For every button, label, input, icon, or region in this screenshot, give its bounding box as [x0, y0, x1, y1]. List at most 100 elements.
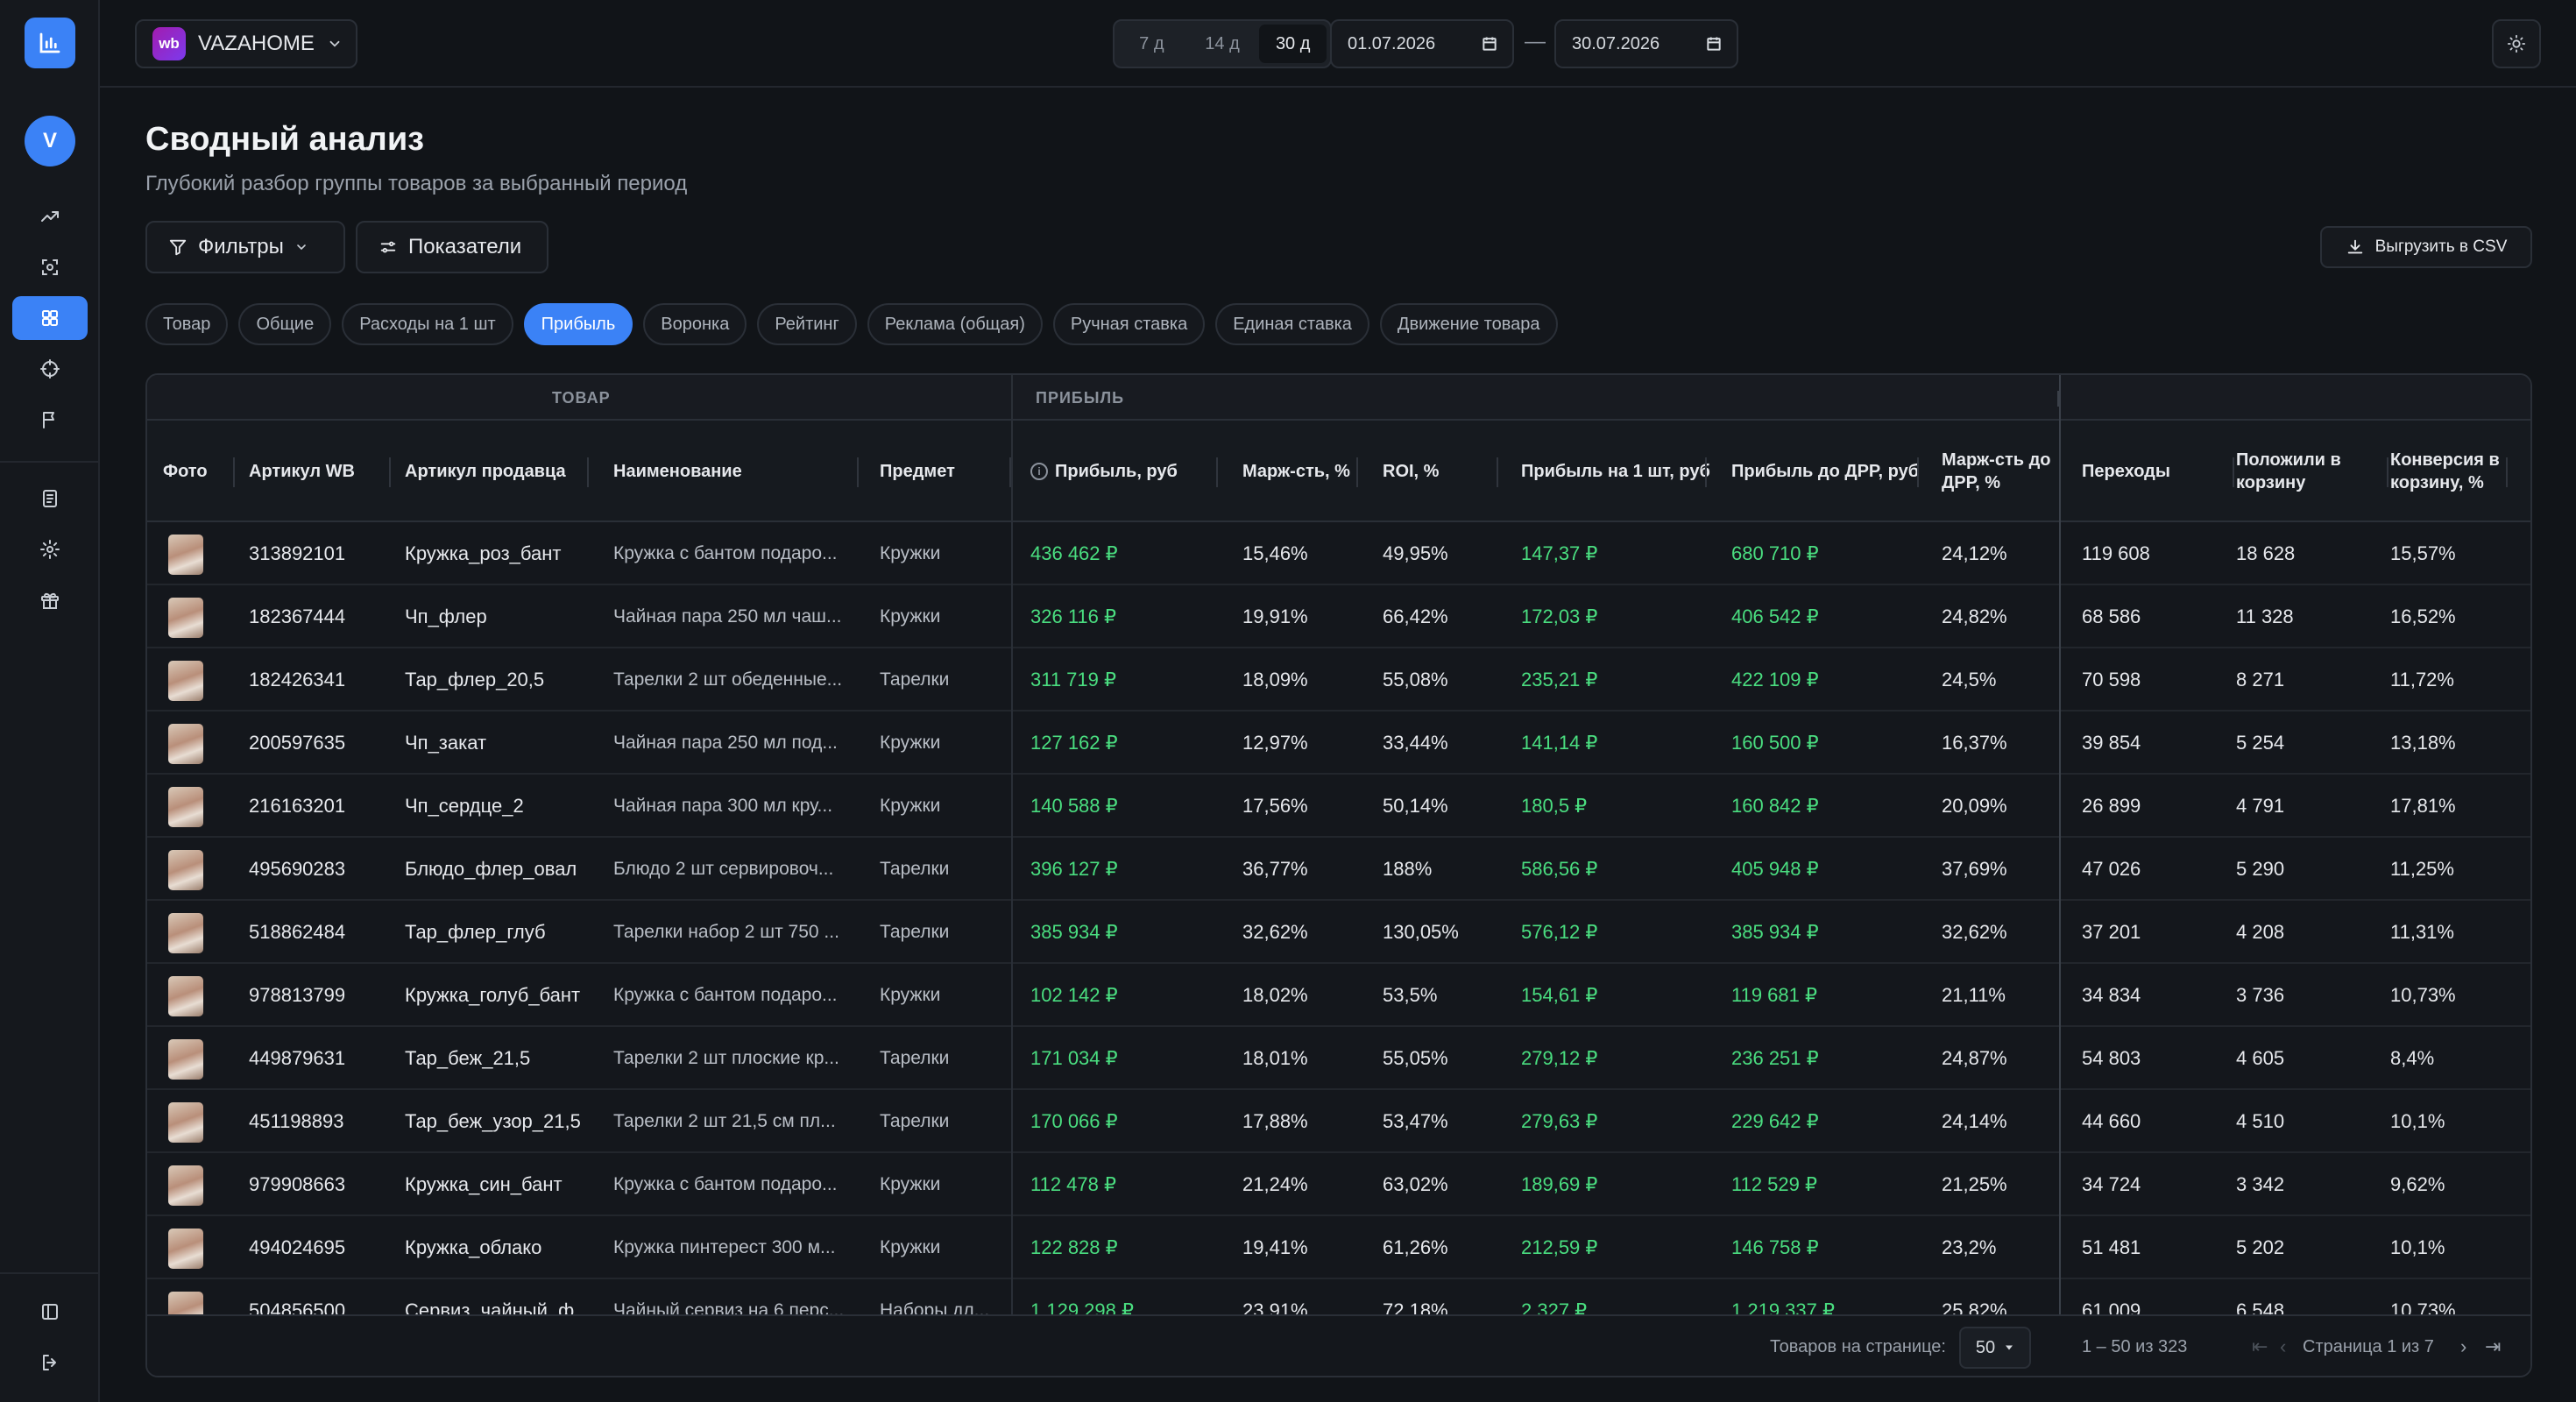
- tab-6[interactable]: Реклама (общая): [867, 303, 1043, 345]
- export-csv-button[interactable]: Выгрузить в CSV: [2320, 226, 2532, 268]
- column-header-margin[interactable]: Марж-сть, %: [1242, 462, 1350, 481]
- tab-2[interactable]: Расходы на 1 шт: [342, 303, 513, 345]
- page-indicator: Страница 1 из 7: [2303, 1337, 2434, 1356]
- tab-0[interactable]: Товар: [145, 303, 229, 345]
- table-row[interactable]: 978813799 Кружка_голуб_бант Кружка с банто…: [147, 964, 2530, 1027]
- last-page-icon[interactable]: ⇥: [2485, 1335, 2502, 1357]
- table-row[interactable]: 451198893 Тар_беж_узор_21,5 Тарелки 2 шт 2…: [147, 1090, 2530, 1153]
- cell-profit-pre: 229 642 ₽: [1731, 1110, 1819, 1132]
- column-divider[interactable]: [1009, 457, 1011, 487]
- cell-profit-unit: 141,14 ₽: [1521, 732, 1598, 754]
- user-avatar[interactable]: V: [25, 116, 75, 166]
- next-page-icon[interactable]: ›: [2460, 1335, 2467, 1357]
- product-photo[interactable]: [168, 913, 203, 953]
- column-header-profit[interactable]: i Прибыль, руб: [1030, 421, 1223, 522]
- column-divider[interactable]: [1497, 457, 1498, 487]
- sidebar-item-summary[interactable]: [12, 296, 88, 340]
- per-page-select[interactable]: 50: [1959, 1327, 2031, 1369]
- sidebar-item-scan[interactable]: [12, 245, 88, 289]
- sidebar-item-logout[interactable]: [12, 1341, 88, 1384]
- date-to-input[interactable]: 30.07.2026: [1554, 19, 1738, 68]
- column-divider[interactable]: [2387, 457, 2388, 487]
- store-selector[interactable]: wb VAZAHOME: [135, 19, 357, 68]
- column-header-visits[interactable]: Переходы: [2082, 462, 2170, 481]
- column-divider[interactable]: [389, 457, 391, 487]
- table-row[interactable]: 182367444 Чп_флер Чайная пара 250 мл чаш..…: [147, 585, 2530, 648]
- column-header-photo[interactable]: Фото: [163, 462, 208, 481]
- cell-margin: 19,41%: [1242, 1236, 1308, 1258]
- column-header-name[interactable]: Наименование: [613, 462, 742, 481]
- product-photo[interactable]: [168, 535, 203, 575]
- date-from-input[interactable]: 01.07.2026: [1330, 19, 1514, 68]
- tab-8[interactable]: Единая ставка: [1215, 303, 1369, 345]
- cell-sku-seller: Блюдо_флер_овал: [405, 858, 577, 880]
- column-divider[interactable]: [1917, 457, 1919, 487]
- table-row[interactable]: 518862484 Тар_флер_глуб Тарелки набор 2 шт…: [147, 901, 2530, 964]
- app-logo[interactable]: [25, 18, 75, 68]
- tab-3[interactable]: Прибыль: [523, 303, 633, 345]
- sidebar-item-trends[interactable]: [12, 195, 88, 238]
- column-divider[interactable]: [2233, 457, 2234, 487]
- table-row[interactable]: 449879631 Тар_беж_21,5 Тарелки 2 шт плоски…: [147, 1027, 2530, 1090]
- sidebar-item-gift[interactable]: [12, 578, 88, 622]
- table-row[interactable]: 182426341 Тар_флер_20,5 Тарелки 2 шт обеде…: [147, 648, 2530, 712]
- column-header-profit-pre[interactable]: Прибыль до ДРР, руб: [1731, 462, 1920, 481]
- column-divider[interactable]: [857, 457, 859, 487]
- column-header-margin-pre[interactable]: Марж-сть до ДРР, %: [1942, 450, 2051, 492]
- metrics-button[interactable]: Показатели: [356, 221, 548, 273]
- product-photo[interactable]: [168, 850, 203, 890]
- theme-toggle-button[interactable]: [2492, 19, 2541, 68]
- column-divider[interactable]: [1356, 457, 1358, 487]
- product-photo[interactable]: [168, 1165, 203, 1206]
- column-header-sku-wb[interactable]: Артикул WB: [249, 462, 355, 481]
- table-row[interactable]: 200597635 Чп_закат Чайная пара 250 мл под.…: [147, 712, 2530, 775]
- tab-4[interactable]: Воронка: [643, 303, 747, 345]
- column-divider[interactable]: [587, 457, 589, 487]
- product-photo[interactable]: [168, 1039, 203, 1080]
- cell-name: Блюдо 2 шт сервировоч...: [613, 859, 834, 879]
- column-divider[interactable]: [1216, 457, 1218, 487]
- logout-icon: [43, 1355, 56, 1370]
- column-header-cart[interactable]: Положили в корзину: [2236, 450, 2341, 492]
- table-row[interactable]: 979908663 Кружка_син_бант Кружка с бантом …: [147, 1153, 2530, 1216]
- product-photo[interactable]: [168, 787, 203, 827]
- column-header-profit-unit[interactable]: Прибыль на 1 шт, руб: [1521, 462, 1710, 481]
- tab-7[interactable]: Ручная ставка: [1052, 303, 1206, 345]
- product-photo[interactable]: [168, 724, 203, 764]
- column-header-subject[interactable]: Предмет: [880, 462, 955, 481]
- cell-roi: 63,02%: [1383, 1173, 1448, 1195]
- cell-cart: 4 605: [2236, 1047, 2285, 1069]
- tab-9[interactable]: Движение товара: [1379, 303, 1558, 345]
- period-7d[interactable]: 7 д: [1139, 33, 1164, 53]
- table-row[interactable]: 495690283 Блюдо_флер_овал Блюдо 2 шт серви…: [147, 838, 2530, 901]
- table-row[interactable]: 313892101 Кружка_роз_бант Кружка с бантом …: [147, 522, 2530, 585]
- sidebar-item-target[interactable]: [12, 347, 88, 391]
- sidebar-item-report[interactable]: [12, 477, 88, 520]
- sidebar-item-settings[interactable]: [12, 528, 88, 571]
- sidebar-item-collapse[interactable]: [12, 1290, 88, 1334]
- prev-page-icon[interactable]: ‹: [2280, 1335, 2287, 1357]
- filters-button[interactable]: Фильтры: [145, 221, 345, 273]
- cell-margin: 19,91%: [1242, 605, 1308, 627]
- period-30d[interactable]: 30 д: [1259, 25, 1327, 63]
- cell-visits: 68 586: [2082, 605, 2141, 627]
- product-photo[interactable]: [168, 598, 203, 638]
- column-divider[interactable]: [1705, 457, 1707, 487]
- column-header-cart-conv[interactable]: Конверсия в корзину, %: [2390, 450, 2500, 492]
- column-header-sku-seller[interactable]: Артикул продавца: [405, 462, 566, 481]
- product-photo[interactable]: [168, 1229, 203, 1269]
- column-header-roi[interactable]: ROI, %: [1383, 462, 1440, 481]
- sidebar-item-flag[interactable]: [12, 398, 88, 442]
- product-photo[interactable]: [168, 1102, 203, 1143]
- product-photo[interactable]: [168, 661, 203, 701]
- tab-5[interactable]: Рейтинг: [757, 303, 857, 345]
- column-divider[interactable]: [233, 457, 235, 487]
- product-photo[interactable]: [168, 976, 203, 1016]
- panel-icon: [42, 1304, 58, 1320]
- table-row[interactable]: 494024695 Кружка_облако Кружка пинтерест 3…: [147, 1216, 2530, 1279]
- column-divider[interactable]: [2506, 457, 2508, 487]
- tab-1[interactable]: Общие: [238, 303, 332, 345]
- period-14d[interactable]: 14 д: [1205, 33, 1240, 53]
- first-page-icon[interactable]: ⇤: [2252, 1335, 2268, 1357]
- table-row[interactable]: 216163201 Чп_сердце_2 Чайная пара 300 мл к…: [147, 775, 2530, 838]
